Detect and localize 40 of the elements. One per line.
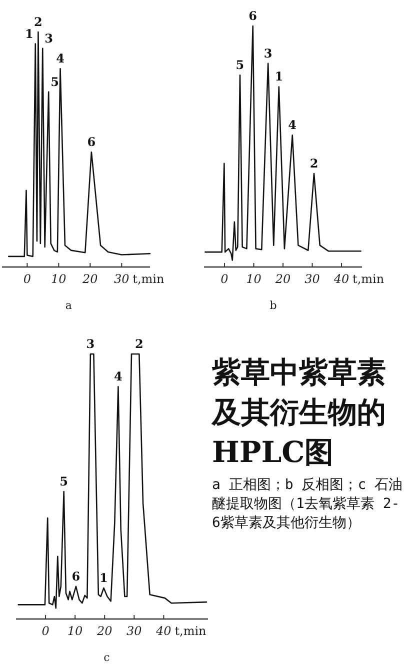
x-tick-label: 30 xyxy=(304,272,320,286)
annotation: 2 xyxy=(134,337,144,351)
x-tick-label: 10 xyxy=(51,272,67,286)
annotation: 3 xyxy=(86,337,95,351)
annotation: 1 xyxy=(25,26,34,41)
annotation: 1 xyxy=(274,70,284,84)
annotation: 6 xyxy=(87,135,96,150)
x-tick-label: 20 xyxy=(82,272,98,286)
annotation: 2 xyxy=(310,156,318,170)
x-tick-label: 0 xyxy=(42,624,50,638)
annotation: 4 xyxy=(56,52,64,66)
x-tick-label: 10 xyxy=(67,624,84,638)
x-tick-label: 30 xyxy=(114,272,130,286)
text: c xyxy=(104,651,110,664)
annotation: 6 xyxy=(248,9,258,23)
text: b xyxy=(270,299,277,312)
annotation: 3 xyxy=(264,46,272,60)
x-tick-label: 10 xyxy=(246,272,262,286)
x-axis-title: t,min xyxy=(174,624,207,638)
x-tick-label: 40 xyxy=(332,272,350,286)
annotation: 6 xyxy=(72,569,80,584)
annotation: 1 xyxy=(100,570,108,585)
x-tick-label: 20 xyxy=(96,624,113,638)
annotation: 4 xyxy=(114,370,122,384)
annotation: 5 xyxy=(236,58,244,72)
annotation: 5 xyxy=(50,74,59,89)
annotation: 2 xyxy=(34,15,42,29)
x-axis-title: t,min xyxy=(132,272,165,286)
x-tick-label: 0 xyxy=(23,272,32,286)
x-axis-title: t,min xyxy=(352,272,384,286)
x-tick-label: 30 xyxy=(126,624,142,638)
text: 紫草中紫草素及其衍生物的HPLC图 xyxy=(212,354,387,471)
x-tick-label: 20 xyxy=(274,272,291,286)
annotation: 4 xyxy=(288,118,297,132)
x-tick-label: 0 xyxy=(220,272,229,286)
text: a 正相图；b 反相图；c 石油醚提取物图（1去氧紫草素 2-6紫草素及其他衍生物） xyxy=(212,476,404,533)
text: a xyxy=(65,299,72,312)
x-tick-label: 40 xyxy=(155,624,172,638)
annotation: 5 xyxy=(60,474,68,489)
annotation: 3 xyxy=(44,31,53,46)
